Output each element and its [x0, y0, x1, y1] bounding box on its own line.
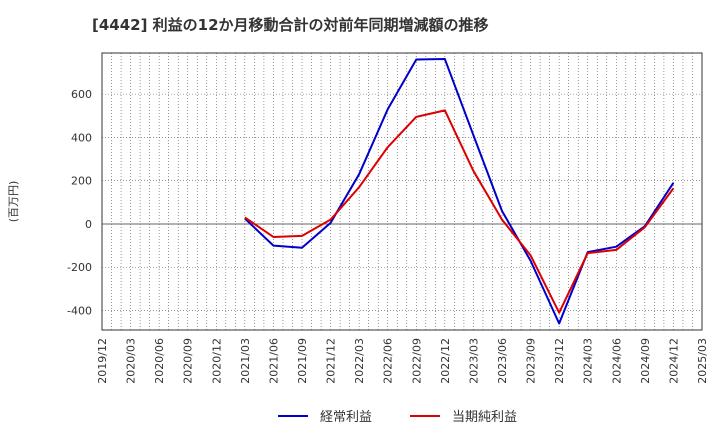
x-tick-label: 2023/09 [525, 338, 538, 384]
data-point [558, 311, 561, 314]
series-line-2 [244, 109, 675, 314]
x-tick-label: 2022/03 [353, 338, 366, 384]
data-point [558, 322, 561, 325]
series-line-1 [244, 58, 675, 325]
x-tick-label: 2022/06 [382, 338, 395, 384]
x-tick-label: 2019/12 [96, 338, 109, 384]
grid-lines [102, 53, 702, 330]
data-point [415, 58, 418, 61]
data-point [501, 209, 504, 212]
data-point [358, 186, 361, 189]
data-point [443, 109, 446, 112]
data-point [329, 221, 332, 224]
x-tick-label: 2020/12 [210, 338, 223, 384]
y-tick-label: 400 [71, 131, 92, 144]
data-point [672, 181, 675, 184]
x-tick-label: 2021/03 [239, 338, 252, 384]
y-tick-label: -400 [67, 305, 92, 318]
x-tick-label: 2020/06 [153, 338, 166, 384]
x-tick-label: 2024/03 [582, 338, 595, 384]
data-point [301, 234, 304, 237]
data-point [301, 246, 304, 249]
data-point [643, 226, 646, 229]
x-axis-ticks: 2019/12 2020/03 2020/06 2020/09 2020/12 2021/… [96, 338, 709, 384]
data-point [586, 252, 589, 255]
data-point [443, 58, 446, 61]
x-tick-label: 2020/09 [182, 338, 195, 384]
data-point [272, 244, 275, 247]
data-point [615, 248, 618, 251]
x-tick-label: 2024/09 [639, 338, 652, 384]
data-point [386, 108, 389, 111]
legend: 経常利益 当期純利益 [278, 410, 517, 425]
data-point [529, 259, 532, 262]
x-tick-label: 2024/06 [610, 338, 623, 384]
chart-title: [4442] 利益の12か月移動合計の対前年同期増減額の推移 [92, 16, 489, 34]
y-tick-label: 600 [71, 88, 92, 101]
plot-area [101, 52, 703, 331]
y-tick-label: 0 [85, 218, 92, 231]
data-point [243, 216, 246, 219]
x-tick-label: 2023/12 [553, 338, 566, 384]
data-point [472, 169, 475, 172]
x-tick-label: 2024/12 [667, 338, 680, 384]
data-point [501, 218, 504, 221]
legend-label: 当期純利益 [452, 410, 517, 425]
x-tick-label: 2022/12 [439, 338, 452, 384]
data-point [472, 134, 475, 137]
y-tick-label: 200 [71, 175, 92, 188]
data-point [529, 254, 532, 257]
legend-label: 経常利益 [320, 410, 372, 425]
x-tick-label: 2021/06 [267, 338, 280, 384]
series-lines [243, 58, 675, 325]
y-tick-label: -200 [67, 261, 92, 274]
data-point [329, 218, 332, 221]
y-axis-label: (百万円) [7, 181, 20, 223]
x-tick-label: 2023/03 [467, 338, 480, 384]
data-point [415, 115, 418, 118]
data-point [386, 146, 389, 149]
x-tick-label: 2021/12 [325, 338, 338, 384]
x-tick-label: 2023/06 [496, 338, 509, 384]
y-axis-ticks: -400 -200 0 200 400 600 [67, 88, 92, 317]
x-tick-label: 2025/03 [696, 338, 709, 384]
x-tick-label: 2020/03 [125, 338, 138, 384]
data-point [272, 235, 275, 238]
x-tick-label: 2022/09 [410, 338, 423, 384]
x-tick-label: 2021/09 [296, 338, 309, 384]
data-point [615, 245, 618, 248]
data-point [672, 187, 675, 190]
data-point [358, 173, 361, 176]
